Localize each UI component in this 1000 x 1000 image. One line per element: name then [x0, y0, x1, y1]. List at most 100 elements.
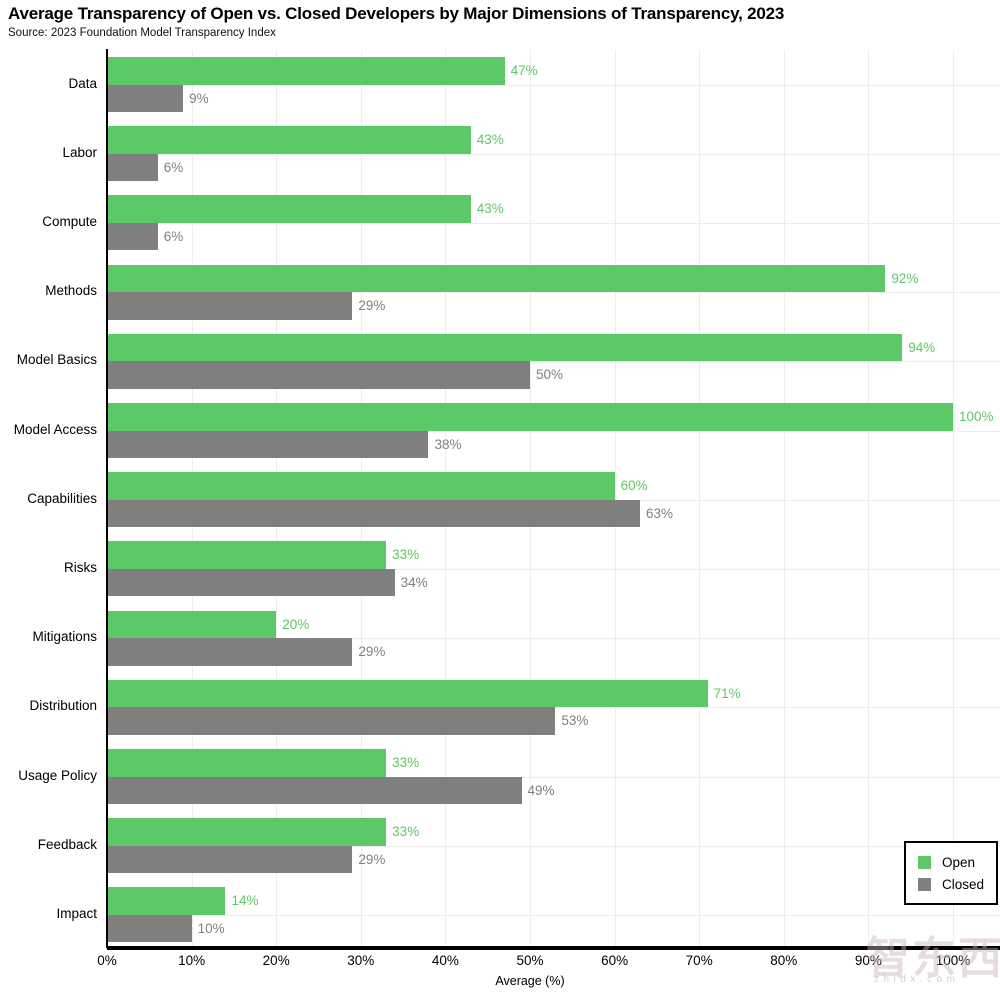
bar-open-usage-policy	[107, 749, 387, 777]
bar-closed-labor	[107, 153, 158, 182]
value-label-closed-labor: 6%	[163, 159, 184, 175]
category-label-methods: Methods	[45, 283, 97, 299]
value-label-open-model-access: 100%	[959, 409, 994, 424]
value-label-closed-capabilities: 63%	[645, 505, 673, 521]
bar-closed-compute	[107, 222, 158, 251]
category-label-mitigations: Mitigations	[32, 629, 97, 645]
category-label-usage-policy: Usage Policy	[18, 767, 97, 783]
bar-open-labor	[107, 126, 471, 154]
chart-title: Average Transparency of Open vs. Closed …	[8, 4, 785, 23]
value-label-closed-mitigations: 29%	[358, 644, 386, 660]
gridline-vertical	[783, 50, 785, 948]
category-label-impact: Impact	[56, 905, 97, 921]
bar-open-mitigations	[107, 610, 277, 639]
bar-closed-data	[107, 84, 184, 112]
legend-swatch-closed-icon	[918, 877, 931, 891]
legend-swatch-open-icon	[918, 855, 931, 869]
x-tick-label-50-: 50%	[516, 953, 544, 968]
value-label-open-impact: 14%	[231, 893, 259, 909]
category-label-data: Data	[68, 75, 97, 91]
plot-area: 47% 9% 43% 6% 43% 6% 92% 29% 94% 50% 100% 38% 60% 63%…	[107, 50, 1000, 948]
value-label-closed-methods: 29%	[358, 298, 386, 314]
legend-label-closed: Closed	[942, 876, 985, 892]
x-axis-title: Average (%)	[495, 974, 565, 988]
x-tick-label-20-: 20%	[262, 953, 290, 968]
category-label-model-access: Model Access	[13, 421, 97, 437]
bar-closed-feedback	[107, 845, 353, 874]
value-label-open-feedback: 33%	[392, 824, 420, 840]
value-label-closed-distribution: 53%	[561, 713, 589, 729]
category-label-risks: Risks	[64, 559, 97, 575]
category-label-model-basics: Model Basics	[16, 352, 97, 368]
x-tick-label-60-: 60%	[601, 953, 629, 968]
value-label-closed-model-basics: 50%	[536, 367, 564, 383]
value-label-open-mitigations: 20%	[282, 616, 310, 632]
value-label-open-model-basics: 94%	[908, 339, 936, 355]
chart-source: Source: 2023 Foundation Model Transparen…	[8, 27, 276, 39]
x-tick-label-80-: 80%	[770, 953, 798, 968]
bar-closed-model-access	[107, 430, 429, 458]
gridline-horizontal	[107, 361, 1000, 363]
value-label-open-distribution: 71%	[713, 685, 741, 701]
bar-open-feedback	[107, 818, 387, 846]
y-axis-category-labels: Data Labor Compute Methods Model Basics Model…	[0, 0, 100, 1000]
gridline-horizontal	[107, 914, 1000, 916]
gridline-horizontal	[107, 638, 1000, 640]
bar-open-risks	[107, 541, 387, 569]
x-tick-label-30-: 30%	[347, 953, 375, 968]
bar-open-compute	[107, 195, 471, 223]
category-label-feedback: Feedback	[37, 836, 97, 852]
value-label-closed-risks: 34%	[400, 574, 428, 590]
gridline-horizontal	[107, 84, 1000, 86]
bar-closed-usage-policy	[107, 776, 522, 804]
legend: Open Closed	[904, 841, 998, 905]
gridline-horizontal	[107, 568, 1000, 570]
legend-label-open: Open	[942, 854, 976, 870]
value-label-open-capabilities: 60%	[620, 478, 648, 494]
gridline-vertical	[614, 50, 616, 948]
value-label-closed-usage-policy: 49%	[527, 782, 555, 798]
gridline-horizontal	[107, 153, 1000, 155]
category-label-compute: Compute	[42, 213, 97, 229]
gridline-vertical	[868, 50, 870, 948]
category-label-capabilities: Capabilities	[27, 490, 97, 506]
value-label-closed-impact: 10%	[197, 920, 225, 936]
gridline-vertical	[953, 50, 954, 948]
gridline-horizontal	[107, 292, 1000, 294]
y-axis-line	[105, 49, 108, 948]
x-tick-label-40-: 40%	[431, 953, 459, 968]
bar-open-data	[107, 57, 505, 85]
x-tick-label-0-: 0%	[97, 953, 117, 968]
bar-closed-methods	[107, 292, 353, 320]
x-tick-label-100-: 100%	[935, 953, 971, 968]
gridline-horizontal	[107, 845, 1000, 847]
category-label-distribution: Distribution	[29, 698, 97, 714]
gridline-horizontal	[107, 430, 1000, 432]
value-label-closed-feedback: 29%	[358, 851, 386, 867]
bar-open-model-basics	[107, 333, 903, 362]
x-axis-line	[107, 946, 1000, 950]
value-label-closed-compute: 6%	[163, 228, 184, 244]
bar-closed-distribution	[107, 707, 556, 735]
x-tick-label-10-: 10%	[178, 953, 206, 968]
value-label-open-compute: 43%	[476, 201, 504, 217]
bar-closed-impact	[107, 914, 192, 943]
value-label-open-usage-policy: 33%	[392, 755, 420, 770]
bar-open-capabilities	[107, 472, 615, 500]
bar-closed-model-basics	[107, 361, 530, 389]
bar-open-methods	[107, 264, 886, 293]
gridline-horizontal	[107, 776, 1000, 778]
gridline-horizontal	[107, 222, 1000, 224]
x-tick-label-70-: 70%	[685, 953, 713, 968]
gridline-vertical	[699, 50, 701, 948]
bar-closed-capabilities	[107, 499, 640, 528]
value-label-closed-data: 9%	[189, 90, 209, 106]
legend-item-closed: Closed	[918, 873, 988, 895]
bar-open-distribution	[107, 679, 708, 708]
bar-closed-mitigations	[107, 638, 353, 666]
value-label-open-risks: 33%	[392, 547, 420, 563]
category-label-labor: Labor	[62, 144, 97, 160]
legend-item-open: Open	[918, 851, 988, 873]
x-tick-label-90-: 90%	[854, 953, 882, 968]
